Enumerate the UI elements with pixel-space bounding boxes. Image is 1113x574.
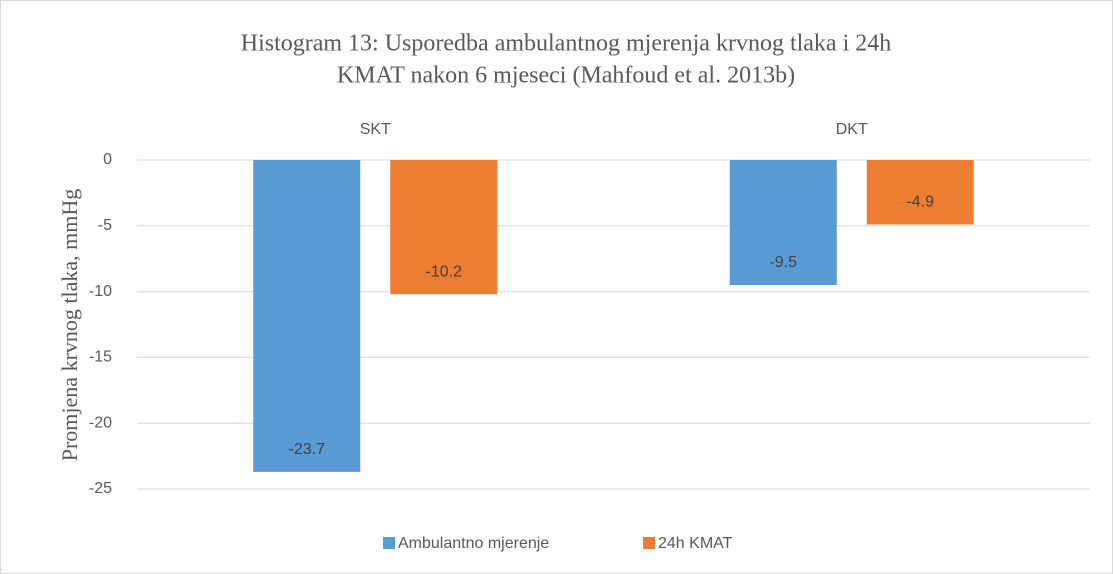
data-label: -9.5	[769, 254, 797, 271]
bar	[390, 160, 498, 295]
y-tick-label: 0	[103, 151, 112, 168]
bar	[253, 160, 361, 472]
data-label: -23.7	[289, 441, 326, 458]
legend-label: Ambulantno mjerenje	[398, 535, 549, 552]
y-tick-label: -10	[89, 283, 112, 300]
bar	[866, 160, 974, 225]
category-label: SKT	[360, 121, 391, 138]
y-tick-label: -5	[98, 217, 112, 234]
legend-label: 24h KMAT	[658, 535, 733, 552]
y-tick-label: -25	[89, 480, 112, 497]
data-label: -10.2	[426, 263, 463, 280]
legend-swatch	[383, 537, 395, 549]
y-axis-label: Promjena krvnog tlaka, mmHg	[57, 189, 82, 462]
y-tick-label: -15	[89, 349, 112, 366]
chart-title: Histogram 13: Usporedba ambulantnog mjer…	[241, 31, 892, 57]
legend-swatch	[643, 537, 655, 549]
category-label: DKT	[836, 121, 868, 138]
bar	[729, 160, 837, 286]
y-tick-label: -20	[89, 414, 112, 431]
data-label: -4.9	[906, 194, 934, 211]
chart-title: KMAT nakon 6 mjeseci (Mahfoud et al. 201…	[337, 63, 795, 89]
